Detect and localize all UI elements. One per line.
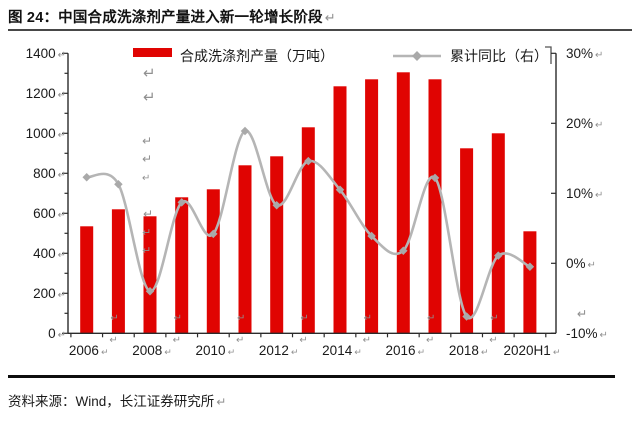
stray-return-mark: ↵ [110,313,118,324]
stray-return-mark: ↵ [300,313,308,324]
y-left-label-0: 0 ↵ [48,326,66,341]
stray-return-mark: ↵ [142,134,152,148]
marker-2018 [462,312,471,321]
bar-2013 [301,127,315,334]
source-row: 资料来源：Wind，长江证券研究所 ↵ [8,390,226,411]
stray-return-mark: ↵ [142,173,150,184]
y-right-label-10%: 10% ↵ [566,186,603,201]
bar-2014 [333,86,347,334]
x-label-2020H1: 2020H1 ↵ [504,343,561,358]
stray-return-mark: ↵ [489,335,497,346]
x-label-2012: 2012 ↵ [259,343,299,358]
y-right-label-20%: 20% ↵ [566,116,603,131]
paragraph-return-mark: ↵ [324,10,336,25]
x-label-2010: 2010 ↵ [196,343,236,358]
marker-2009 [177,198,186,207]
bar-2012 [270,156,284,334]
stray-return-mark: ↵ [577,307,587,321]
marker-2013 [304,156,313,166]
y-left-label-1200: 1200 ↵ [26,86,66,101]
figure-title-row: 图 24：中国合成洗涤剂产量进入新一轮增长阶段 ↵ [8,6,336,27]
yoy-line [85,129,532,320]
marker-2020H1 [525,262,535,272]
stray-return-mark: ↵ [364,313,372,324]
chart-legend: 合成洗涤剂产量（万吨） 累计同比（右） [133,46,552,64]
bar-2008 [143,216,157,334]
stray-return-mark: ↵ [426,335,434,346]
figure-bottom-border [8,375,615,378]
legend-line-label: 累计同比（右） [450,48,548,64]
y-right-label-30%: 30% ↵ [566,46,603,61]
marker-2010 [209,229,218,239]
marker-2006 [82,172,91,182]
stray-return-mark: ↵ [143,207,153,221]
x-label-2018: 2018 ↵ [449,343,489,358]
marker-2015 [367,231,376,241]
y-left-label-600: 600 ↵ [33,206,66,221]
bar-2011 [238,165,252,334]
stray-return-mark: ↵ [109,335,117,346]
stray-return-mark: ↵ [363,335,371,346]
bar-2007 [111,209,125,334]
bar-2006 [80,226,94,334]
x-label-2014: 2014 ↵ [322,343,362,358]
stray-return-mark: ↵ [143,89,156,106]
marker-2017 [430,173,440,183]
y-left-label-800: 800 ↵ [33,166,66,181]
legend-bar-label: 合成洗涤剂产量（万吨） [180,48,334,64]
bar-2018 [460,148,474,334]
y-right-label-0%: 0% ↵ [566,256,596,271]
stray-return-mark: ↵ [427,313,435,324]
y-right-label--10%: -10% ↵ [566,326,608,341]
bar-2020H1 [523,231,537,334]
bar-2015 [365,79,379,334]
stray-return-mark: ↵ [142,227,151,239]
textbox-corner-mark [545,46,552,64]
x-label-2016: 2016 ↵ [386,343,426,358]
line-series [82,126,535,321]
legend-bar-swatch [133,48,172,57]
stray-return-mark: ↵ [173,335,181,346]
bar-2009 [175,197,189,334]
axis-labels: 0 ↵ 200 ↵ 400 ↵ 600 ↵ 800 ↵ 1000 ↵ 1200 ↵ 1400 ↵ 30% ↵ 20%… [26,46,608,358]
y-left-label-1400: 1400 ↵ [26,46,66,61]
source-text: 资料来源：Wind，长江证券研究所 [8,394,215,409]
marker-2019 [494,251,503,260]
legend-line-marker [412,51,422,61]
title-divider-line [8,29,632,31]
x-label-2006: 2006 ↵ [69,343,109,358]
stray-return-mark: ↵ [299,335,307,346]
formatting-marks: ↵ ↵ ↵ ↵ ↵ ↵ ↵ ↵ ↵ ↵ ↵ ↵ ↵ ↵ ↵ ↵ ↵ ↵ ↵ ↵ ↵ ↵ ↵ [109,65,587,346]
y-left-label-1000: 1000 ↵ [26,126,66,141]
paragraph-return-mark: ↵ [216,395,227,409]
stray-return-mark: ↵ [143,65,156,82]
bar-2017 [428,79,442,334]
y-left-label-200: 200 ↵ [33,286,66,301]
bar-series [80,72,537,334]
stray-return-mark: ↵ [236,335,244,346]
marker-2016 [399,246,408,255]
marker-2008 [145,287,155,296]
marker-2007 [114,179,123,189]
figure-title: 图 24：中国合成洗涤剂产量进入新一轮增长阶段 [8,10,323,26]
bar-2016 [396,72,410,334]
bar-2010 [206,189,220,334]
axes [62,52,557,338]
stray-return-mark: ↵ [174,313,182,324]
bar-2019 [491,133,505,334]
stray-return-mark: ↵ [142,245,151,257]
marker-2014 [335,185,345,195]
stray-return-mark: ↵ [142,152,152,166]
marker-2012 [272,200,281,210]
marker-2011 [240,126,250,136]
x-label-2008: 2008 ↵ [132,343,172,358]
y-left-label-400: 400 ↵ [33,246,66,261]
stray-return-mark: ↵ [237,313,245,324]
stray-return-mark: ↵ [490,313,498,324]
